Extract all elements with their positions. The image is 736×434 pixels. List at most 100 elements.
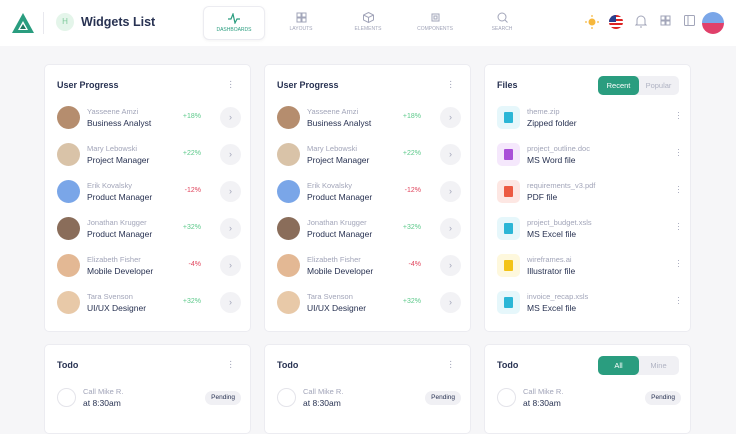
chevron-right-button[interactable]: › xyxy=(220,218,241,239)
more-icon[interactable]: · · · xyxy=(677,292,680,308)
more-icon[interactable]: · · · xyxy=(677,144,680,160)
chevron-right-button[interactable]: › xyxy=(440,181,461,202)
tab-all[interactable]: All xyxy=(598,356,639,375)
file-item[interactable]: project_outline.doc MS Word file · · · xyxy=(497,143,692,167)
tab-dashboards[interactable]: DASHBOARDS xyxy=(203,6,265,40)
tab-layouts[interactable]: LAYOUTS xyxy=(270,6,332,40)
chevron-right-button[interactable]: › xyxy=(440,107,461,128)
todo-checkbox[interactable] xyxy=(57,388,76,407)
list-item: Tara Svenson UI/UX Designer +32% › xyxy=(277,291,461,315)
tab-label: SEARCH xyxy=(491,26,513,32)
tab-recent[interactable]: Recent xyxy=(598,76,639,95)
top-navbar: H Widgets List DASHBOARDS LAYOUTS ELEMEN… xyxy=(0,0,736,46)
avatar xyxy=(57,180,80,203)
chevron-right-button[interactable]: › xyxy=(220,255,241,276)
card-title: Todo xyxy=(277,360,299,370)
todo-task: Call Mike R. xyxy=(303,387,344,396)
user-role: Product Manager xyxy=(87,192,153,202)
user-name: Jonathan Krugger xyxy=(87,218,147,227)
bell-icon[interactable] xyxy=(635,15,647,28)
user-role: Product Manager xyxy=(307,192,373,202)
page-badge: H xyxy=(56,13,74,31)
file-item[interactable]: wireframes.ai Illustrator file · · · xyxy=(497,254,692,278)
file-type: MS Excel file xyxy=(527,229,577,239)
avatar xyxy=(57,106,80,129)
more-icon[interactable]: · · · xyxy=(229,76,233,93)
progress-change: +18% xyxy=(182,113,201,120)
tab-mine[interactable]: Mine xyxy=(650,361,667,370)
progress-change: -4% xyxy=(188,261,201,268)
more-icon[interactable]: · · · xyxy=(229,356,233,373)
status-badge: Pending xyxy=(645,391,681,405)
avatar xyxy=(277,217,300,240)
file-item[interactable]: theme.zip Zipped folder · · · xyxy=(497,106,692,130)
list-item: Mary Lebowski Project Manager +22% › xyxy=(277,143,461,167)
avatar xyxy=(57,217,80,240)
todo-time: at 8:30am xyxy=(523,398,561,408)
avatar xyxy=(57,143,80,166)
progress-change: +32% xyxy=(182,298,201,305)
list-item: Tara Svenson UI/UX Designer +32% › xyxy=(57,291,241,315)
avatar xyxy=(57,254,80,277)
more-icon[interactable]: · · · xyxy=(449,76,453,93)
logo-icon[interactable] xyxy=(12,13,34,33)
todo-checkbox[interactable] xyxy=(497,388,516,407)
file-icon xyxy=(497,254,520,277)
file-item[interactable]: requirements_v3.pdf PDF file · · · xyxy=(497,180,692,204)
file-name: project_outline.doc xyxy=(527,144,590,153)
list-item: Elizabeth Fisher Mobile Developer -4% › xyxy=(57,254,241,278)
apps-icon[interactable] xyxy=(660,15,671,26)
chevron-right-button[interactable]: › xyxy=(220,144,241,165)
cpu-icon xyxy=(431,13,439,22)
file-type: PDF file xyxy=(527,192,558,202)
files-toggle: Recent Popular xyxy=(598,76,679,95)
todo-checkbox[interactable] xyxy=(277,388,296,407)
tab-label: LAYOUTS xyxy=(289,26,313,32)
sun-icon[interactable] xyxy=(585,15,599,29)
card-title: Files xyxy=(497,80,518,90)
box-icon xyxy=(362,12,374,23)
more-icon[interactable]: · · · xyxy=(677,255,680,271)
more-icon[interactable]: · · · xyxy=(449,356,453,373)
chevron-right-button[interactable]: › xyxy=(440,144,461,165)
tab-label: ELEMENTS xyxy=(354,26,382,32)
todo-task: Call Mike R. xyxy=(83,387,124,396)
tab-popular[interactable]: Popular xyxy=(645,81,672,90)
chevron-right-button[interactable]: › xyxy=(440,292,461,313)
user-name: Elizabeth Fisher xyxy=(307,255,361,264)
list-item: Jonathan Krugger Product Manager +32% › xyxy=(277,217,461,241)
avatar xyxy=(277,180,300,203)
page-title: Widgets List xyxy=(81,15,156,29)
tab-components[interactable]: COMPONENTS xyxy=(404,6,466,40)
file-name: project_budget.xsls xyxy=(527,218,592,227)
chevron-right-button[interactable]: › xyxy=(440,218,461,239)
avatar xyxy=(277,106,300,129)
us-flag-icon[interactable] xyxy=(609,15,623,29)
progress-change: +22% xyxy=(402,150,421,157)
divider xyxy=(43,12,44,34)
file-item[interactable]: project_budget.xsls MS Excel file · · · xyxy=(497,217,692,241)
more-icon[interactable]: · · · xyxy=(677,107,680,123)
file-item[interactable]: invoice_recap.xsls MS Excel file · · · xyxy=(497,291,692,315)
chevron-right-button[interactable]: › xyxy=(440,255,461,276)
user-avatar[interactable] xyxy=(702,12,724,34)
file-type: Zipped folder xyxy=(527,118,577,128)
user-role: Mobile Developer xyxy=(307,266,374,276)
chevron-right-button[interactable]: › xyxy=(220,107,241,128)
activity-icon xyxy=(228,13,240,24)
todo-item: Call Mike R. at 8:30am Pending xyxy=(277,386,461,410)
card-title: User Progress xyxy=(277,80,339,90)
chevron-right-button[interactable]: › xyxy=(220,181,241,202)
file-icon xyxy=(497,106,520,129)
user-name: Erik Kovalsky xyxy=(87,181,133,190)
more-icon[interactable]: · · · xyxy=(677,218,680,234)
sidebar-icon[interactable] xyxy=(684,15,695,26)
user-name: Tara Svenson xyxy=(87,292,133,301)
card-title: Todo xyxy=(57,360,79,370)
file-name: wireframes.ai xyxy=(527,255,572,264)
tab-elements[interactable]: ELEMENTS xyxy=(337,6,399,40)
chevron-right-button[interactable]: › xyxy=(220,292,241,313)
user-role: Mobile Developer xyxy=(87,266,154,276)
more-icon[interactable]: · · · xyxy=(677,181,680,197)
tab-search[interactable]: SEARCH xyxy=(471,6,533,40)
